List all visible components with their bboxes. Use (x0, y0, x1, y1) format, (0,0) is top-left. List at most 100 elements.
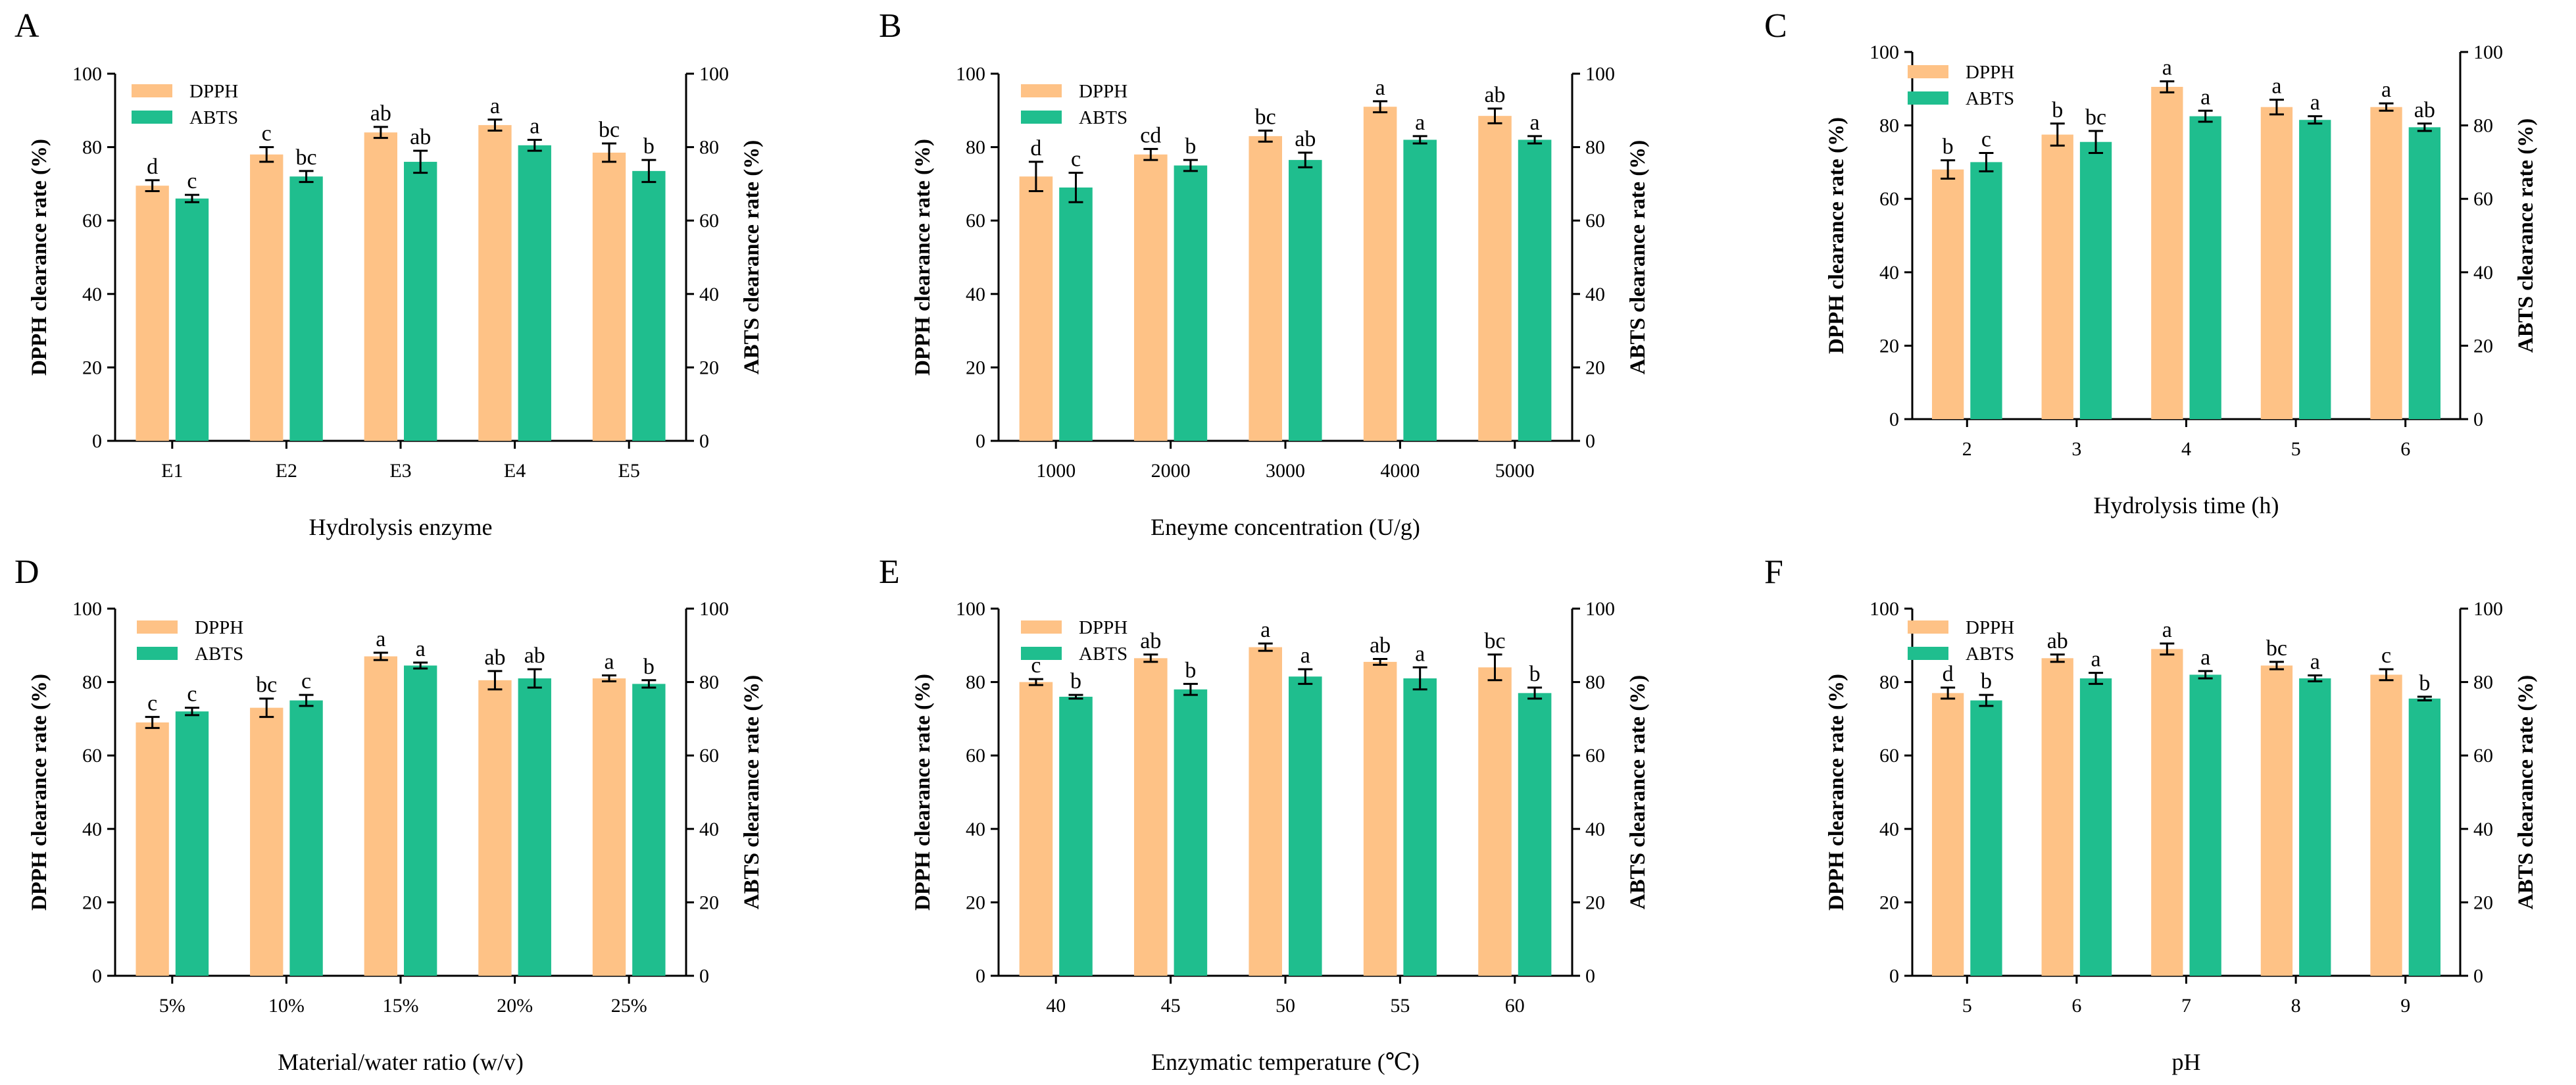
dpph-bar (592, 678, 626, 976)
legend-swatch-dpph (1908, 620, 1948, 634)
abts-significance-label: a (2091, 647, 2101, 672)
dpph-significance-label: b (2052, 98, 2063, 122)
left-y-tick-label: 40 (966, 819, 985, 840)
abts-bar (1403, 678, 1437, 976)
abts-bar (289, 700, 323, 976)
dpph-significance-label: bc (1484, 629, 1505, 653)
right-y-tick-label: 80 (2473, 672, 2493, 694)
abts-significance-label: c (187, 682, 197, 707)
x-tick-label: 50 (1276, 995, 1295, 1017)
dpph-bar (2260, 665, 2293, 976)
right-y-tick-label: 60 (1585, 745, 1605, 767)
legend-label-abts: ABTS (189, 107, 238, 128)
dpph-significance-label: d (1030, 136, 1041, 161)
dpph-bar (364, 132, 397, 441)
dpph-bar (1931, 169, 1964, 419)
abts-significance-label: bc (2085, 105, 2106, 130)
x-axis-title: Hydrolysis enzyme (309, 514, 493, 540)
dpph-significance-label: a (490, 94, 500, 118)
left-y-tick-label: 20 (82, 892, 102, 913)
x-tick-label: 5 (1962, 995, 1972, 1017)
left-y-tick-label: 20 (1879, 335, 1899, 357)
abts-significance-label: a (2200, 645, 2210, 670)
x-tick-label: 4000 (1380, 460, 1420, 482)
right-y-axis-title: ABTS clearance rate (%) (2514, 118, 2538, 353)
left-y-tick-label: 100 (956, 63, 985, 85)
x-axis-title: Hydrolysis time (h) (2094, 492, 2279, 518)
dpph-significance-label: b (1943, 135, 1954, 159)
x-tick-label: 5 (2291, 438, 2301, 460)
left-y-tick-label: 20 (1879, 892, 1899, 913)
dpph-bar (2151, 649, 2183, 976)
x-tick-label: E4 (504, 460, 526, 482)
x-axis-title: Eneyme concentration (U/g) (1151, 514, 1420, 540)
abts-bar (1970, 162, 2002, 419)
abts-bar (1289, 676, 1322, 976)
left-y-axis-title: DPPH clearance rate (%) (1825, 674, 1848, 911)
x-tick-label: 25% (611, 995, 647, 1017)
left-y-tick-label: 80 (1879, 115, 1899, 137)
left-y-tick-label: 80 (82, 672, 102, 694)
legend-label-abts: ABTS (1079, 643, 1127, 665)
dpph-bar (1249, 647, 1282, 976)
right-y-tick-label: 60 (699, 745, 719, 767)
left-y-tick-label: 0 (1889, 965, 1899, 987)
abts-significance-label: a (2200, 85, 2210, 109)
dpph-bar (1363, 661, 1397, 976)
abts-significance-label: b (643, 655, 655, 679)
x-tick-label: 3000 (1266, 460, 1305, 482)
left-y-tick-label: 20 (966, 357, 985, 378)
panel-label: A (14, 7, 39, 45)
right-y-tick-label: 0 (699, 430, 709, 452)
dpph-significance-label: a (2162, 618, 2172, 642)
left-y-tick-label: 100 (956, 598, 985, 620)
x-tick-label: 15% (383, 995, 419, 1017)
right-y-tick-label: 0 (2473, 965, 2483, 987)
left-y-tick-label: 60 (966, 210, 985, 232)
right-y-tick-label: 80 (1585, 137, 1605, 159)
right-y-tick-label: 20 (2473, 892, 2493, 913)
dpph-bar (250, 154, 284, 441)
x-tick-label: E5 (618, 460, 640, 482)
x-tick-label: E2 (276, 460, 297, 482)
x-tick-label: 55 (1390, 995, 1410, 1017)
chart-panel-f: F 0 0 20 20 40 40 60 60 80 80 100 100 DPPH clearance … (1764, 553, 2538, 1075)
abts-bar (2299, 120, 2331, 420)
panel-label: C (1764, 7, 1787, 45)
panel-label: D (14, 553, 39, 591)
abts-significance-label: ab (524, 643, 545, 668)
x-tick-label: 7 (2181, 995, 2191, 1017)
right-y-tick-label: 20 (2473, 335, 2493, 357)
x-tick-label: 45 (1161, 995, 1181, 1017)
panel-label: E (879, 553, 900, 591)
left-y-tick-label: 80 (966, 672, 985, 694)
dpph-significance-label: bc (599, 118, 620, 142)
right-y-tick-label: 20 (1585, 892, 1605, 913)
legend-swatch-abts (137, 647, 178, 660)
dpph-significance-label: cd (1140, 123, 1161, 147)
abts-significance-label: b (1185, 134, 1196, 159)
dpph-bar (1478, 116, 1512, 442)
left-y-tick-label: 60 (1879, 188, 1899, 210)
legend-label-dpph: DPPH (1966, 617, 2014, 638)
left-y-tick-label: 80 (82, 137, 102, 159)
x-tick-label: 1000 (1036, 460, 1076, 482)
legend-swatch-abts (1908, 91, 1948, 105)
dpph-bar (1478, 667, 1512, 976)
right-y-tick-label: 60 (2473, 188, 2493, 210)
panel-label: F (1764, 553, 1783, 591)
abts-significance-label: b (1185, 658, 1196, 682)
legend-label-abts: ABTS (1079, 107, 1127, 128)
chart-panel-d: D 0 0 20 20 40 40 60 60 80 80 100 100 DPPH clearance … (14, 553, 764, 1075)
dpph-bar (136, 186, 169, 441)
x-tick-label: 5% (159, 995, 186, 1017)
abts-bar (175, 711, 209, 976)
abts-bar (632, 684, 666, 976)
legend-swatch-abts (1908, 647, 1948, 660)
dpph-bar (1363, 107, 1397, 441)
right-y-tick-label: 80 (699, 137, 719, 159)
dpph-significance-label: a (604, 650, 614, 674)
left-y-tick-label: 0 (976, 430, 985, 452)
dpph-bar (2260, 107, 2293, 419)
left-y-tick-label: 20 (82, 357, 102, 378)
